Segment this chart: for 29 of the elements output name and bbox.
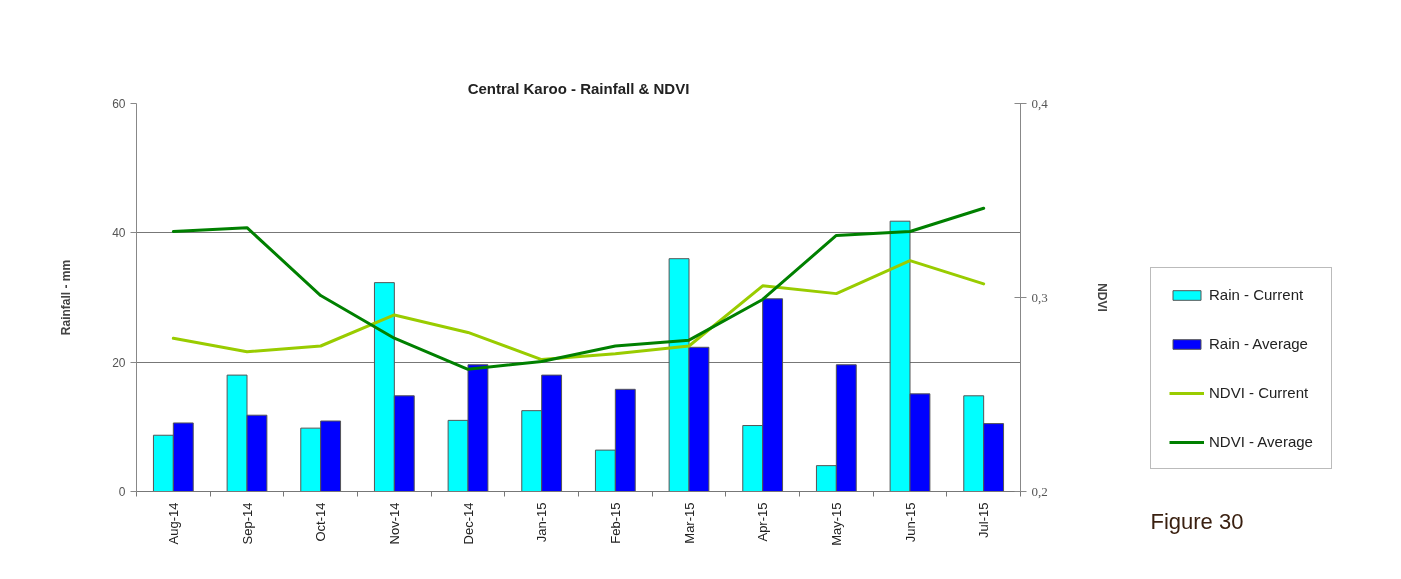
x-tick-label: Nov-14 [386, 502, 402, 545]
x-tick-label: Aug-14 [165, 502, 181, 545]
y-tick-label: 20 [112, 355, 126, 370]
x-tick-label: Mar-15 [681, 502, 697, 544]
x-tick-label: Oct-14 [313, 502, 329, 542]
x-tick-label: Jul-15 [976, 502, 992, 538]
caption: Figure 30 [1150, 508, 1244, 534]
x-tick-label: Jan-15 [534, 502, 550, 543]
y2-tick-label: 0,3 [1031, 289, 1048, 305]
y2-tick-label: 0,2 [1031, 483, 1048, 499]
y-tick-label: 40 [112, 226, 126, 241]
legend-label: NDVI - Current [1209, 384, 1309, 401]
x-tick-label: Jun-15 [902, 502, 918, 543]
y2-tick-label: 0,4 [1031, 95, 1049, 111]
x-tick-label: May-15 [828, 502, 844, 546]
y2-axis-title: NDVI [1094, 283, 1109, 312]
x-tick-label: Apr-15 [755, 502, 771, 542]
legend-label: Rain - Average [1209, 335, 1308, 352]
line-series [171, 206, 986, 371]
x-tick-label: Feb-15 [607, 502, 623, 544]
y-tick-label: 60 [112, 97, 126, 111]
legend-label: NDVI - Average [1209, 433, 1313, 450]
y-axis-title: Rainfall - mm [59, 259, 74, 336]
y-tick-label: 0 [118, 485, 126, 499]
legend-label: Rain - Current [1209, 286, 1304, 303]
line-series [171, 259, 986, 362]
x-tick-label: Sep-14 [239, 502, 255, 545]
chart-title: Central Karoo - Rainfall & NDVI [467, 79, 690, 97]
x-tick-label: Dec-14 [460, 502, 476, 545]
